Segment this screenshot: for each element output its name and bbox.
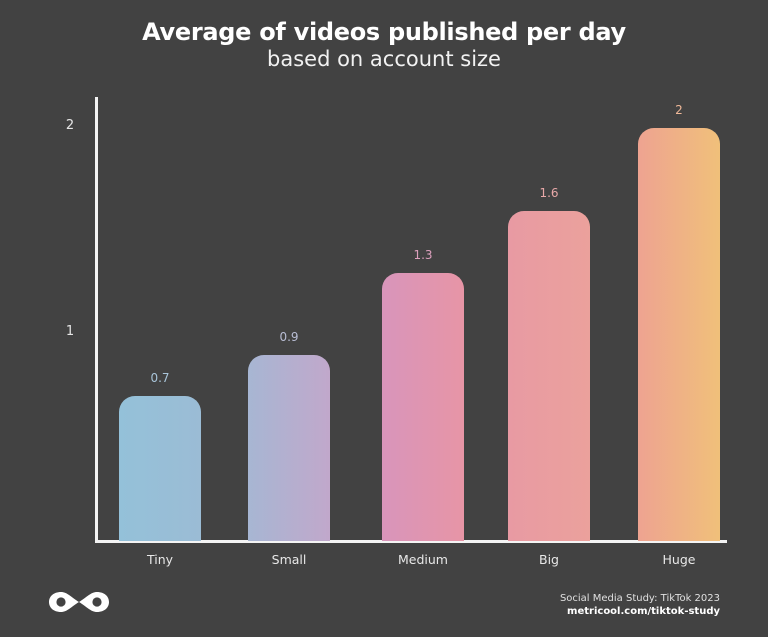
bar-value-medium: 1.3 (413, 247, 433, 262)
bar-value-huge: 2 (675, 103, 683, 117)
x-label-small: Small (271, 552, 307, 567)
footer-source: Social Media Study: TikTok 2023 (559, 593, 720, 604)
y-axis-line (95, 97, 98, 542)
x-label-huge: Huge (662, 552, 696, 567)
x-label-tiny: Tiny (146, 552, 174, 567)
bar-huge (638, 128, 720, 541)
bar-value-big: 1.6 (539, 185, 559, 200)
y-tick-2: 2 (65, 118, 75, 133)
x-label-medium: Medium (398, 552, 448, 567)
bar-value-small: 0.9 (279, 330, 299, 345)
x-axis-line (95, 540, 727, 543)
metricool-infinity-logo-icon (49, 592, 109, 612)
chart-subtitle: based on account size (267, 47, 501, 71)
bar-tiny (119, 396, 201, 541)
x-label-big: Big (539, 552, 559, 567)
bar-value-tiny: 0.7 (150, 371, 170, 386)
bar-small (248, 355, 330, 541)
footer-url: metricool.com/tiktok-study (567, 606, 720, 617)
chart-title: Average of videos published per day (142, 18, 626, 46)
bar-medium (382, 272, 464, 541)
y-tick-1: 1 (65, 324, 75, 339)
bar-big (508, 210, 590, 541)
